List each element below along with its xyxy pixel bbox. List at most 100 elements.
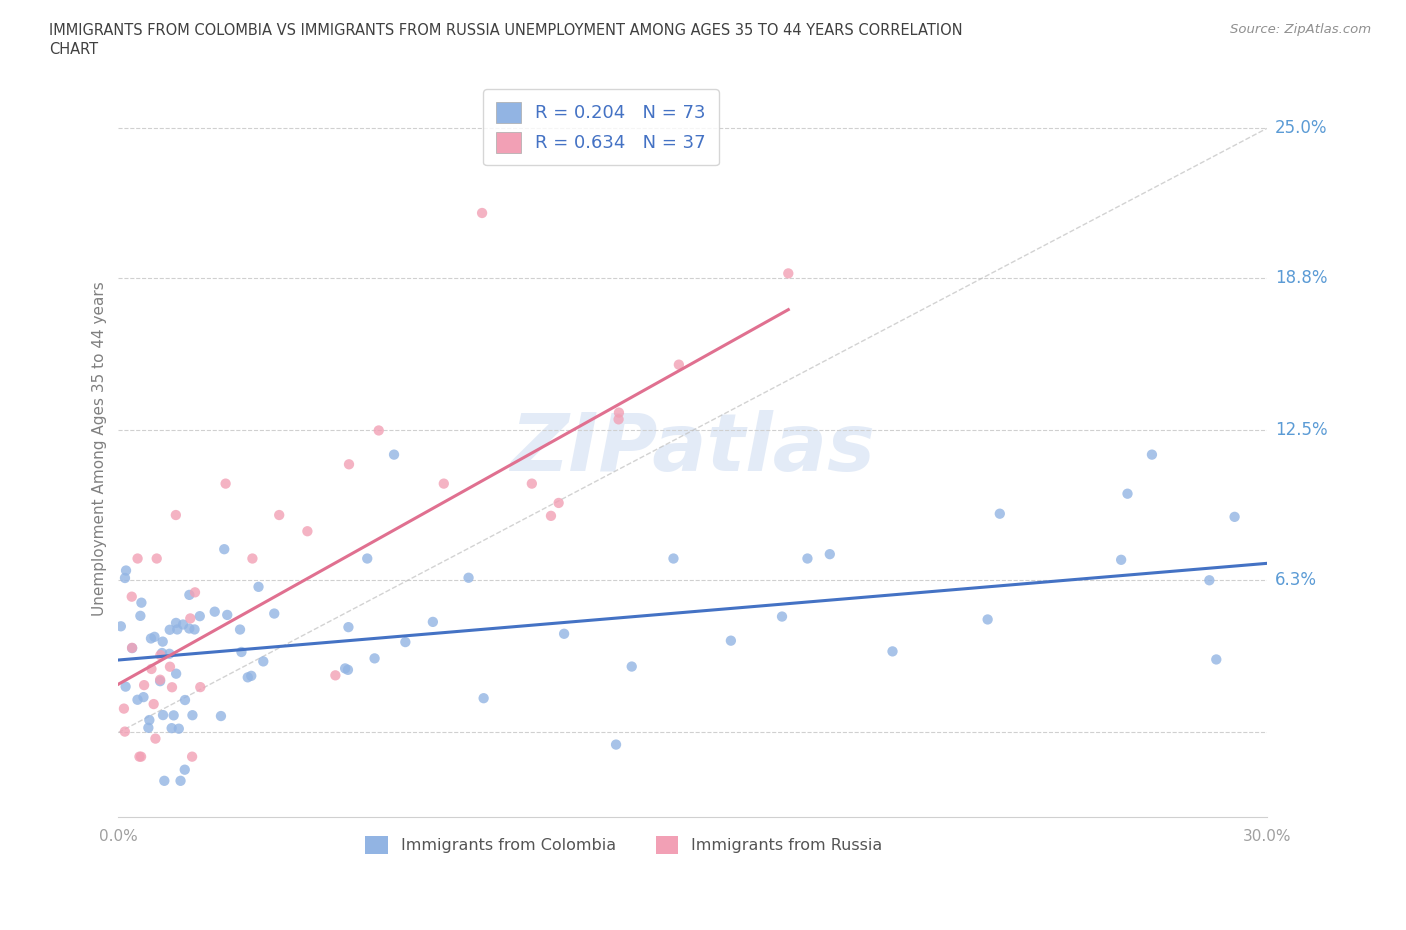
Point bbox=[394, 634, 416, 649]
Point bbox=[165, 666, 187, 681]
Point bbox=[263, 606, 285, 621]
Point bbox=[976, 612, 998, 627]
Point bbox=[152, 708, 174, 723]
Point bbox=[169, 774, 191, 789]
Point bbox=[114, 679, 136, 694]
Point bbox=[153, 774, 176, 789]
Text: IMMIGRANTS FROM COLOMBIA VS IMMIGRANTS FROM RUSSIA UNEMPLOYMENT AMONG AGES 35 TO: IMMIGRANTS FROM COLOMBIA VS IMMIGRANTS F… bbox=[49, 23, 963, 38]
Point bbox=[128, 750, 150, 764]
Y-axis label: Unemployment Among Ages 35 to 44 years: Unemployment Among Ages 35 to 44 years bbox=[93, 281, 107, 616]
Text: 6.3%: 6.3% bbox=[1275, 571, 1317, 590]
Point bbox=[139, 631, 162, 646]
Point bbox=[607, 405, 630, 420]
Point bbox=[336, 662, 359, 677]
Point bbox=[149, 672, 172, 687]
Point bbox=[188, 680, 211, 695]
Point bbox=[165, 616, 187, 631]
Point bbox=[242, 551, 264, 566]
Point bbox=[553, 626, 575, 641]
Point bbox=[143, 630, 166, 644]
Point bbox=[159, 622, 181, 637]
Point bbox=[172, 618, 194, 632]
Point bbox=[163, 708, 186, 723]
Point bbox=[1223, 510, 1246, 525]
Point bbox=[325, 668, 347, 683]
Point bbox=[520, 476, 543, 491]
Point bbox=[356, 551, 378, 566]
Point bbox=[204, 604, 226, 619]
Point bbox=[540, 509, 562, 524]
Point bbox=[1116, 486, 1139, 501]
Point bbox=[547, 496, 569, 511]
Point bbox=[796, 551, 818, 566]
Point bbox=[114, 571, 136, 586]
Point bbox=[160, 680, 183, 695]
Point bbox=[142, 697, 165, 711]
Point bbox=[433, 476, 456, 491]
Point bbox=[129, 608, 152, 623]
Point bbox=[131, 595, 153, 610]
Text: ZIPatlas: ZIPatlas bbox=[510, 409, 875, 487]
Point bbox=[129, 750, 152, 764]
Point bbox=[149, 647, 172, 662]
Text: 18.8%: 18.8% bbox=[1275, 269, 1327, 287]
Text: CHART: CHART bbox=[49, 42, 98, 57]
Point bbox=[184, 585, 207, 600]
Point bbox=[159, 659, 181, 674]
Point bbox=[422, 615, 444, 630]
Point bbox=[337, 457, 360, 472]
Point bbox=[145, 731, 167, 746]
Point bbox=[138, 712, 160, 727]
Point bbox=[141, 661, 163, 676]
Point bbox=[770, 609, 793, 624]
Point bbox=[882, 644, 904, 658]
Point bbox=[127, 551, 149, 566]
Point bbox=[668, 357, 690, 372]
Point bbox=[457, 570, 479, 585]
Text: 30.0%: 30.0% bbox=[1243, 830, 1291, 844]
Point bbox=[269, 508, 291, 523]
Point bbox=[209, 709, 232, 724]
Text: 12.5%: 12.5% bbox=[1275, 421, 1327, 440]
Point bbox=[145, 551, 167, 566]
Point bbox=[110, 618, 132, 633]
Point bbox=[1205, 652, 1227, 667]
Point bbox=[214, 476, 236, 491]
Text: 25.0%: 25.0% bbox=[1275, 119, 1327, 138]
Point bbox=[150, 645, 173, 660]
Text: 0.0%: 0.0% bbox=[98, 830, 138, 844]
Point bbox=[1109, 552, 1132, 567]
Point bbox=[471, 206, 494, 220]
Point bbox=[166, 622, 188, 637]
Point bbox=[229, 622, 252, 637]
Point bbox=[121, 641, 143, 656]
Point bbox=[167, 722, 190, 737]
Point bbox=[236, 670, 259, 684]
Point bbox=[231, 644, 253, 659]
Point bbox=[247, 579, 270, 594]
Point bbox=[337, 619, 360, 634]
Point bbox=[188, 609, 211, 624]
Point bbox=[333, 661, 356, 676]
Point bbox=[240, 669, 263, 684]
Point bbox=[181, 708, 204, 723]
Point bbox=[1198, 573, 1220, 588]
Point bbox=[217, 607, 239, 622]
Point bbox=[607, 412, 630, 427]
Point bbox=[662, 551, 685, 566]
Point bbox=[112, 701, 135, 716]
Point bbox=[620, 659, 643, 674]
Point bbox=[114, 724, 136, 739]
Point bbox=[720, 633, 742, 648]
Point bbox=[121, 641, 143, 656]
Point bbox=[165, 508, 187, 523]
Point bbox=[472, 691, 495, 706]
Point bbox=[121, 590, 143, 604]
Point bbox=[173, 763, 195, 777]
Point bbox=[605, 737, 627, 752]
Point bbox=[132, 678, 155, 693]
Legend: Immigrants from Colombia, Immigrants from Russia: Immigrants from Colombia, Immigrants fro… bbox=[359, 830, 889, 860]
Point bbox=[127, 692, 149, 707]
Point bbox=[988, 506, 1011, 521]
Text: Source: ZipAtlas.com: Source: ZipAtlas.com bbox=[1230, 23, 1371, 36]
